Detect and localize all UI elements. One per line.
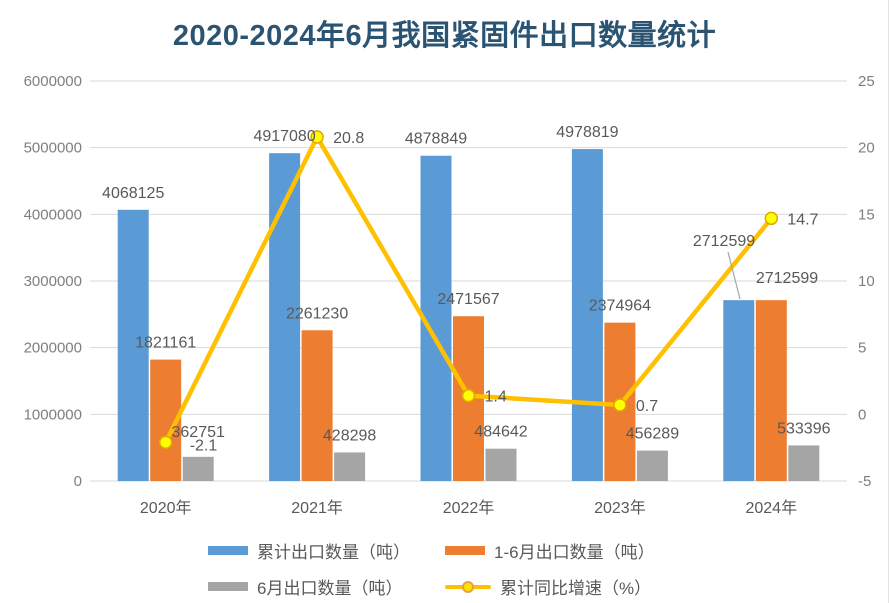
line-marker-icon xyxy=(158,435,173,450)
line-marker-icon xyxy=(310,130,324,144)
right-axis-tick: 10 xyxy=(858,273,875,290)
left-axis-tick: 5000000 xyxy=(24,140,82,157)
left-axis-tick: 1000000 xyxy=(24,406,82,423)
bar-series-0-cat-4 xyxy=(723,300,755,481)
left-axis-tick: 4000000 xyxy=(24,206,82,223)
bar-value-label: 2712599 xyxy=(756,270,818,287)
x-axis-label: 2022年 xyxy=(443,499,495,517)
bar-value-label: 2471567 xyxy=(437,291,499,308)
line-value-label: 0.7 xyxy=(636,398,658,415)
bar-series-0-cat-1 xyxy=(269,153,301,481)
x-axis-label: 2020年 xyxy=(140,499,192,517)
line-value-label: -2.1 xyxy=(190,437,218,454)
bar-series-2-cat-2 xyxy=(485,448,517,481)
legend-swatch-blue-bar xyxy=(208,546,248,555)
bar-series-2-cat-0 xyxy=(182,456,214,481)
label-leader-line xyxy=(727,251,741,300)
bar-series-1-cat-1 xyxy=(301,330,333,481)
legend-item-cumulative-export-qty: 累计出口数量（吨） xyxy=(208,538,410,563)
bar-value-label: 533396 xyxy=(777,420,830,437)
bar-value-label: 4878849 xyxy=(405,131,467,148)
bar-series-0-cat-0 xyxy=(117,209,149,481)
bar-value-label: 2374964 xyxy=(589,298,651,315)
bar-value-label: 456289 xyxy=(626,426,679,443)
right-axis-tick: -5 xyxy=(858,473,871,490)
bar-value-label: 4068125 xyxy=(102,185,164,202)
bar-series-2-cat-3 xyxy=(636,450,668,481)
legend-label: 6月出口数量（吨） xyxy=(257,579,403,598)
bar-series-2-cat-4 xyxy=(788,445,820,481)
legend: 累计出口数量（吨） 1-6月出口数量（吨） 6月出口数量（吨） 累计同比增速（%… xyxy=(208,538,655,599)
bar-value-label: 2712599 xyxy=(693,233,755,250)
bar-series-1-cat-4 xyxy=(755,300,787,481)
x-axis-label: 2024年 xyxy=(745,499,797,517)
left-axis-tick: 3000000 xyxy=(24,273,82,290)
legend-item-cumulative-yoy-growth: 累计同比增速（%） xyxy=(445,574,651,599)
legend-label: 1-6月出口数量（吨） xyxy=(494,543,655,562)
legend-swatch-orange-bar xyxy=(445,546,485,555)
right-axis-tick: 5 xyxy=(858,340,866,357)
bar-series-2-cat-1 xyxy=(334,452,366,481)
legend-item-june-export-qty: 6月出口数量（吨） xyxy=(208,574,402,599)
legend-swatch-gray-bar xyxy=(208,582,248,591)
legend-label: 累计同比增速（%） xyxy=(500,579,652,598)
bar-series-0-cat-3 xyxy=(571,149,603,481)
line-value-label: 1.4 xyxy=(485,389,507,406)
line-marker-icon xyxy=(764,211,779,226)
right-axis-tick: 20 xyxy=(858,140,875,157)
right-axis-tick: 25 xyxy=(858,73,875,90)
bar-value-label: 4917080 xyxy=(253,128,315,145)
right-axis-tick: 15 xyxy=(858,206,875,223)
bar-value-label: 362751 xyxy=(172,424,225,441)
left-axis-tick: 6000000 xyxy=(24,73,82,90)
line-value-label: 20.8 xyxy=(333,130,364,147)
line-marker-icon xyxy=(461,388,476,403)
bar-value-label: 428298 xyxy=(323,427,376,444)
left-axis-tick: 2000000 xyxy=(24,340,82,357)
line-value-label: 14.7 xyxy=(787,211,818,228)
legend-line-marker-icon xyxy=(462,580,474,593)
x-axis-label: 2023年 xyxy=(594,499,646,517)
right-axis-tick: 0 xyxy=(858,406,866,423)
left-axis-tick: 0 xyxy=(74,473,82,490)
legend-label: 累计出口数量（吨） xyxy=(257,543,410,562)
bar-value-label: 2261230 xyxy=(286,305,348,322)
line-marker-icon xyxy=(613,398,627,412)
legend-item-jan-jun-export-qty: 1-6月出口数量（吨） xyxy=(445,538,655,563)
x-axis-label: 2021年 xyxy=(291,499,343,517)
bar-value-label: 4978819 xyxy=(556,124,618,141)
legend-swatch-yellow-line xyxy=(445,580,491,594)
bar-value-label: 1821161 xyxy=(135,335,196,352)
bar-value-label: 484642 xyxy=(474,424,527,441)
chart-title: 2020-2024年6月我国紧固件出口数量统计 xyxy=(172,20,717,52)
